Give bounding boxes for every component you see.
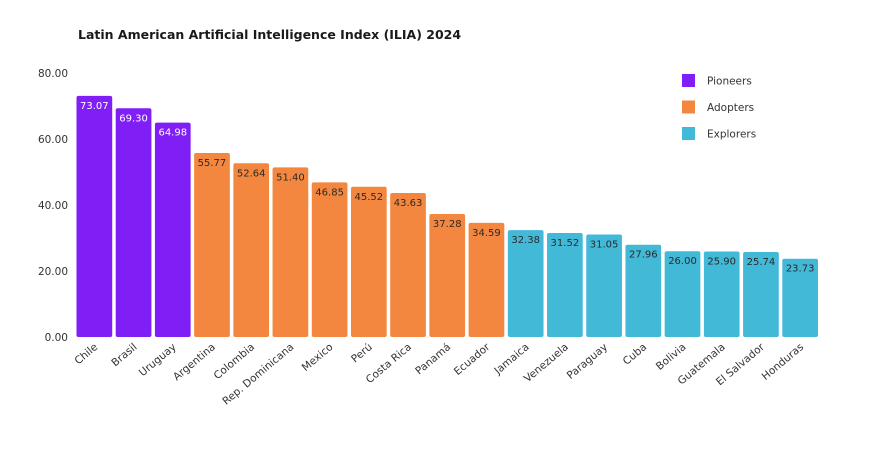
data-label: 27.96 [629, 250, 658, 261]
bar-uruguay [154, 122, 191, 337]
x-tick-label: Argentina [171, 341, 218, 383]
bar-peru [350, 186, 387, 337]
data-label: 64.98 [158, 128, 187, 139]
bar-panama [429, 213, 466, 337]
legend-swatch [682, 100, 695, 114]
legend-label: Adopters [707, 102, 754, 114]
legend: Pioneers Adopters Explorers [682, 74, 756, 141]
data-label: 34.59 [472, 228, 501, 239]
bar-el-salvador [743, 252, 779, 337]
bar-jamaica [507, 230, 544, 337]
bar-argentina [194, 152, 230, 337]
y-tick-label: 0.00 [45, 332, 68, 344]
legend-label: Pioneers [707, 76, 752, 88]
data-label: 37.28 [433, 219, 462, 230]
bar-costa-rica [390, 193, 426, 337]
data-label: 26.00 [668, 256, 697, 267]
x-tick-label: Ecuador [452, 341, 493, 378]
legend-swatch [682, 127, 695, 140]
bar-chile [76, 95, 113, 337]
bars-group: 73.07 69.30 64.98 55.77 52.64 51.40 46.85 45.52… [76, 95, 818, 337]
bar-paraguay [586, 234, 622, 337]
data-label: 31.05 [590, 240, 619, 251]
chart-title: Latin American Artificial Intelligence I… [78, 27, 462, 42]
x-tick-label: Mexico [300, 341, 336, 374]
bar-mexico [311, 182, 348, 337]
x-axis: Chile BrasilUruguayArgentinaColombiaRep. … [72, 341, 806, 408]
data-label: 25.74 [747, 257, 776, 268]
data-label: 31.52 [551, 238, 580, 249]
data-label: 55.77 [198, 158, 227, 169]
bar-rep-dominicana [272, 167, 309, 337]
x-tick-label: Cuba [621, 341, 649, 368]
legend-label: Explorers [707, 129, 756, 141]
data-label: 45.52 [355, 192, 384, 203]
bar-cuba [625, 244, 662, 337]
y-axis: 0.00 20.00 40.00 60.00 80.00 [38, 68, 68, 344]
x-tick-label: Paraguay [565, 341, 610, 382]
x-tick-label: Rep. Dominicana [220, 341, 296, 408]
data-label: 52.64 [237, 168, 266, 179]
data-label: 43.63 [394, 198, 423, 209]
data-label: 69.30 [119, 113, 148, 124]
x-tick-label: Bolivia [654, 341, 689, 373]
data-label: 32.38 [511, 235, 540, 246]
x-tick-label: Perú [349, 341, 375, 365]
bar-guatemala [703, 251, 740, 337]
data-label: 46.85 [315, 187, 344, 198]
x-tick-label: Panamá [413, 341, 453, 377]
bar-venezuela [547, 232, 583, 337]
y-tick-label: 20.00 [38, 266, 68, 278]
x-tick-label: Chile [72, 341, 100, 367]
bar-honduras [782, 258, 818, 337]
y-tick-label: 40.00 [38, 200, 68, 212]
y-tick-label: 80.00 [38, 68, 68, 80]
x-tick-label: Brasil [109, 341, 139, 369]
bar-bolivia [664, 251, 701, 337]
data-label: 23.73 [786, 264, 815, 275]
data-label: 73.07 [80, 101, 109, 112]
bar-ecuador [468, 222, 505, 337]
x-tick-label: Honduras [760, 341, 806, 383]
bar-colombia [233, 163, 270, 337]
data-label: 51.40 [276, 172, 305, 183]
y-tick-label: 60.00 [38, 134, 68, 146]
data-label: 25.90 [707, 257, 736, 268]
legend-swatch [682, 74, 695, 87]
bar-brasil [115, 108, 152, 337]
